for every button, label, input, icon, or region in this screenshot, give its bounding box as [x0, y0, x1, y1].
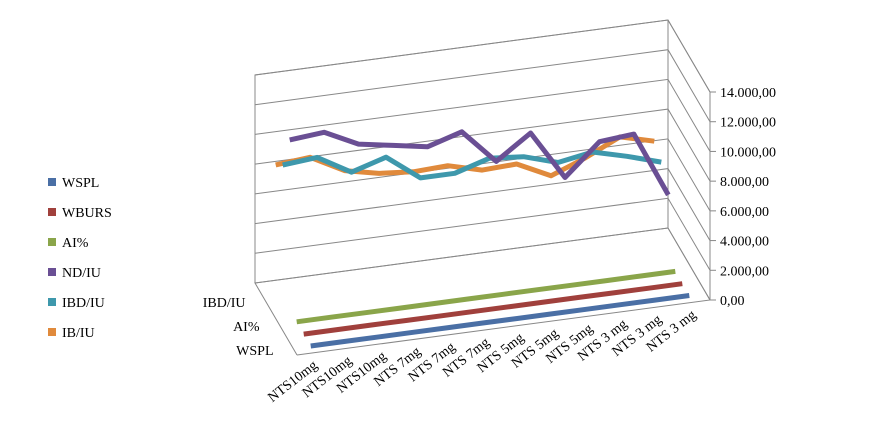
- y-tick-label: 0,00: [720, 294, 745, 309]
- series-line: [289, 129, 671, 197]
- y-tick-label: 10.000,00: [720, 145, 776, 160]
- y-tick-label: 12.000,00: [720, 116, 776, 131]
- legend-swatch: [48, 208, 56, 216]
- series-line: [303, 281, 683, 337]
- grid-line: [254, 78, 711, 152]
- legend-swatch: [48, 328, 56, 336]
- legend-swatch: [48, 238, 56, 246]
- grid-line: [254, 19, 711, 93]
- series-line: [310, 293, 690, 349]
- legend-label: IBD/IU: [62, 296, 105, 311]
- series-line: [296, 268, 676, 325]
- legend-label: IB/IU: [62, 326, 95, 341]
- grid-line: [254, 138, 711, 212]
- depth-label: AI%: [233, 320, 260, 335]
- depth-label: IBD/IU: [203, 296, 246, 311]
- legend-swatch: [48, 268, 56, 276]
- grid-line: [254, 197, 711, 271]
- legend-label: AI%: [62, 236, 89, 251]
- legend-label: ND/IU: [62, 266, 101, 281]
- grid-line: [254, 168, 711, 241]
- legend-swatch: [48, 178, 56, 186]
- grid-line: [254, 49, 711, 122]
- series-line: [282, 149, 662, 181]
- legend-label: WSPL: [62, 176, 99, 191]
- legend-label: WBURS: [62, 206, 112, 221]
- y-tick-label: 6.000,00: [720, 205, 769, 220]
- y-tick-label: 4.000,00: [720, 235, 769, 250]
- y-tick-label: 8.000,00: [720, 175, 769, 190]
- depth-label: WSPL: [236, 344, 273, 359]
- legend-swatch: [48, 298, 56, 306]
- y-tick-label: 14.000,00: [720, 86, 776, 101]
- y-tick-label: 2.000,00: [720, 264, 769, 279]
- grid-line: [254, 227, 711, 301]
